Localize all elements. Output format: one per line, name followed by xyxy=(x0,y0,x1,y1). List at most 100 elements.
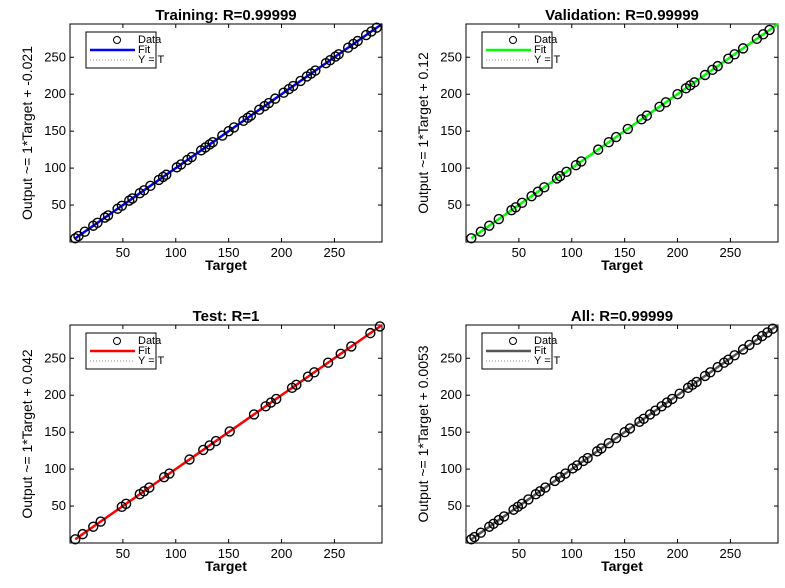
x-tick-label: 150 xyxy=(614,245,636,260)
x-tick-label: 100 xyxy=(165,546,187,561)
data-point xyxy=(352,35,363,47)
y-axis-label: Output ~= 1*Target + 0.12 xyxy=(415,52,431,214)
data-point xyxy=(540,482,551,493)
x-tick-label: 50 xyxy=(116,245,130,260)
data-point xyxy=(365,327,376,339)
data-point xyxy=(374,321,386,332)
data-point xyxy=(610,432,622,444)
legend-label-fit: Fit xyxy=(534,44,546,56)
data-point xyxy=(516,197,528,209)
data-point xyxy=(593,144,604,155)
y-tick-label: 50 xyxy=(448,197,462,212)
data-point xyxy=(762,327,773,338)
y-axis-label: Output ~= 1*Target + 0.042 xyxy=(19,349,35,519)
data-point xyxy=(324,55,336,66)
data-point xyxy=(596,443,607,454)
data-point xyxy=(309,367,320,378)
data-point xyxy=(707,64,718,76)
data-point xyxy=(576,156,587,167)
plot-area xyxy=(70,321,386,545)
data-point xyxy=(278,87,289,98)
legend-label-identity: Y = T xyxy=(534,355,560,367)
chart-title: Validation: R=0.99999 xyxy=(545,7,699,24)
data-point xyxy=(224,426,235,437)
data-point xyxy=(265,397,277,408)
data-point xyxy=(254,104,265,115)
data-point xyxy=(493,213,504,225)
x-tick-label: 200 xyxy=(667,245,689,260)
y-tick-label: 50 xyxy=(52,498,66,513)
data-point xyxy=(248,409,260,420)
data-point xyxy=(70,534,81,545)
data-point xyxy=(705,367,716,378)
fit-line xyxy=(470,22,779,240)
data-point xyxy=(260,401,271,412)
y-tick-label: 200 xyxy=(440,86,462,101)
y-tick-label: 50 xyxy=(448,498,462,513)
chart-title: All: R=0.99999 xyxy=(571,308,673,325)
y-tick-label: 150 xyxy=(440,424,462,439)
y-axis-label: Output ~= 1*Target + -0.021 xyxy=(19,46,35,220)
y-tick-label: 200 xyxy=(440,387,462,402)
chart-title: Test: R=1 xyxy=(193,308,260,325)
data-point xyxy=(691,376,702,388)
data-point xyxy=(582,452,593,464)
data-point xyxy=(346,341,357,352)
y-tick-label: 250 xyxy=(44,350,66,365)
data-point xyxy=(466,233,477,244)
data-point xyxy=(744,339,755,351)
data-point xyxy=(672,89,683,100)
data-point xyxy=(88,521,99,532)
data-point xyxy=(102,210,114,221)
data-point xyxy=(310,65,321,76)
legend-label-data: Data xyxy=(138,34,162,46)
data-point xyxy=(366,26,377,37)
x-tick-label: 200 xyxy=(271,245,293,260)
x-tick-label: 250 xyxy=(720,546,742,561)
fit-line xyxy=(470,323,779,541)
x-axis-label: Target xyxy=(205,257,247,273)
legend-data-marker xyxy=(113,36,121,44)
data-point xyxy=(619,426,630,438)
data-point xyxy=(523,494,534,505)
y-tick-label: 150 xyxy=(44,424,66,439)
fit-line xyxy=(74,22,383,240)
x-tick-label: 150 xyxy=(218,546,240,561)
data-point xyxy=(551,173,563,184)
x-tick-label: 50 xyxy=(512,245,526,260)
y-tick-label: 100 xyxy=(44,160,66,175)
data-point xyxy=(79,226,91,237)
data-point xyxy=(158,472,170,483)
plot-panel-4: 50 100 150 200 250 50 100 150 200 250 All: R=0.999… xyxy=(415,308,779,574)
legend-label-data: Data xyxy=(534,335,558,347)
data-point xyxy=(124,195,135,206)
data-point xyxy=(498,511,510,522)
y-tick-label: 200 xyxy=(44,387,66,402)
data-point xyxy=(342,42,354,53)
data-point xyxy=(656,401,667,412)
data-point xyxy=(644,409,656,420)
x-tick-label: 250 xyxy=(324,546,346,561)
x-tick-label: 50 xyxy=(116,546,130,561)
y-tick-label: 250 xyxy=(44,49,66,64)
x-axis-label: Target xyxy=(601,257,643,273)
x-tick-label: 200 xyxy=(667,546,689,561)
x-tick-label: 100 xyxy=(561,546,583,561)
x-tick-label: 250 xyxy=(720,245,742,260)
data-point xyxy=(271,393,282,405)
data-point xyxy=(95,516,106,527)
data-point xyxy=(186,151,197,163)
data-point xyxy=(466,534,477,545)
data-point xyxy=(729,350,740,361)
data-point xyxy=(751,334,763,345)
x-tick-label: 100 xyxy=(561,245,583,260)
data-point xyxy=(767,323,778,334)
data-point xyxy=(127,193,138,204)
legend-label-fit: Fit xyxy=(138,345,150,357)
legend-label-fit: Fit xyxy=(534,345,546,357)
data-point xyxy=(210,435,222,447)
data-point xyxy=(371,22,382,33)
data-point xyxy=(641,110,653,121)
y-tick-label: 150 xyxy=(440,123,462,138)
